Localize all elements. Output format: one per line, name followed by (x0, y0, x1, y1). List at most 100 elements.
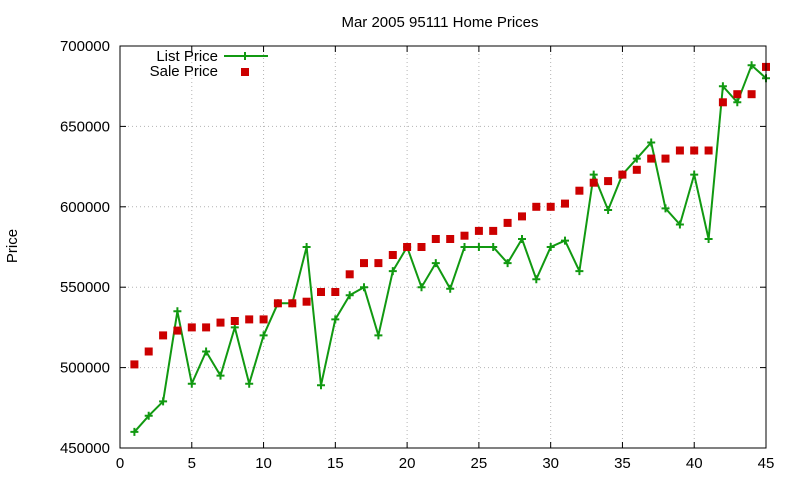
y-tick-label: 550000 (60, 279, 110, 296)
data-point-list-price (374, 331, 383, 340)
x-tick-label: 10 (255, 455, 272, 472)
data-point-sale-price (144, 347, 153, 356)
x-tick-label: 40 (686, 455, 703, 472)
legend-label-sale-price: Sale Price (150, 63, 218, 80)
data-point-list-price (187, 379, 196, 388)
y-axis-label: Price (4, 229, 21, 263)
legend-marker-list-price (241, 52, 249, 60)
data-point-list-price (259, 331, 268, 340)
data-point-sale-price (202, 323, 211, 332)
data-point-list-price (460, 243, 469, 251)
data-point-list-price (302, 243, 311, 251)
data-point-sale-price (288, 299, 297, 308)
data-point-list-price (575, 267, 584, 276)
x-tick-label: 35 (614, 455, 631, 472)
data-point-sale-price (661, 154, 670, 163)
data-point-sale-price (259, 315, 268, 324)
data-point-sale-price (575, 186, 584, 195)
legend-label-list-price: List Price (156, 48, 218, 65)
data-point-list-price (159, 397, 168, 406)
data-point-list-price (388, 267, 397, 276)
data-point-sale-price (690, 146, 699, 155)
axis-ticks: 450000 500000 550000 600000 650000 700000 0 5 10… (60, 38, 774, 472)
data-point-sale-price (489, 226, 498, 235)
data-point-list-price (417, 283, 426, 292)
data-point-sale-price (159, 331, 168, 340)
data-point-sale-price (532, 202, 541, 211)
data-point-sale-price (345, 270, 354, 279)
data-point-list-price (360, 283, 368, 292)
legend: List Price Sale Price (150, 48, 268, 80)
data-point-list-price (704, 235, 713, 243)
x-tick-label: 45 (758, 455, 775, 472)
data-point-list-price (345, 291, 354, 300)
data-point-sale-price (561, 199, 569, 208)
data-point-list-price (718, 82, 727, 91)
data-point-sale-price (230, 317, 239, 325)
data-point-list-price (503, 259, 512, 268)
data-point-sale-price (360, 259, 368, 268)
data-point-sale-price (446, 235, 455, 243)
data-point-list-price (245, 379, 254, 388)
y-tick-label: 450000 (60, 440, 110, 457)
data-point-sale-price (187, 323, 196, 332)
data-point-sale-price (718, 98, 727, 107)
data-point-sale-price (173, 326, 182, 335)
x-tick-label: 15 (327, 455, 344, 472)
data-point-list-price (661, 204, 670, 213)
data-series (130, 61, 770, 436)
legend-marker-sale-price (241, 68, 249, 76)
legend-entry-sale-price: Sale Price (150, 63, 249, 80)
data-point-sale-price (518, 212, 526, 221)
data-point-list-price (130, 427, 139, 436)
data-point-sale-price (374, 259, 383, 268)
series-line-list-price (133, 63, 767, 433)
x-tick-label: 0 (116, 455, 124, 472)
data-point-list-price (561, 236, 569, 245)
data-point-list-price (675, 220, 684, 229)
grid-lines (120, 46, 766, 448)
x-tick-label: 30 (542, 455, 559, 472)
data-point-sale-price (431, 235, 440, 243)
legend-entry-list-price: List Price (156, 48, 268, 65)
data-point-list-price (431, 259, 440, 268)
y-tick-label: 500000 (60, 360, 110, 377)
data-point-sale-price (618, 170, 627, 179)
data-point-sale-price (130, 360, 139, 369)
data-point-list-price (331, 315, 340, 324)
data-point-sale-price (317, 288, 325, 296)
data-point-list-price (546, 243, 555, 251)
data-point-sale-price (417, 243, 426, 251)
data-point-sale-price (747, 90, 756, 99)
data-point-list-price (489, 243, 498, 251)
data-point-list-price (632, 154, 641, 163)
data-point-list-price (144, 411, 153, 420)
data-point-sale-price (460, 231, 469, 240)
data-point-sale-price (331, 288, 340, 296)
data-point-sale-price (733, 90, 742, 99)
data-point-list-price (647, 138, 656, 147)
data-point-list-price (690, 170, 699, 179)
x-tick-label: 20 (399, 455, 416, 472)
x-tick-label: 25 (471, 455, 488, 472)
data-point-list-price (202, 347, 211, 356)
data-point-list-price (446, 284, 455, 293)
data-point-sale-price (546, 202, 555, 211)
data-point-sale-price (273, 299, 282, 308)
data-point-list-price (474, 243, 483, 251)
data-point-sale-price (503, 218, 512, 227)
data-point-list-price (216, 371, 225, 380)
data-point-sale-price (589, 178, 598, 187)
data-point-sale-price (302, 297, 311, 306)
x-tick-label: 5 (188, 455, 196, 472)
data-point-sale-price (403, 243, 412, 251)
data-point-list-price (518, 235, 526, 243)
data-point-sale-price (632, 165, 641, 174)
plot-frame (119, 45, 767, 449)
data-point-sale-price (647, 154, 656, 163)
y-tick-label: 600000 (60, 199, 110, 216)
data-point-sale-price (675, 146, 684, 155)
data-point-sale-price (604, 177, 613, 186)
data-point-list-price (317, 381, 325, 390)
